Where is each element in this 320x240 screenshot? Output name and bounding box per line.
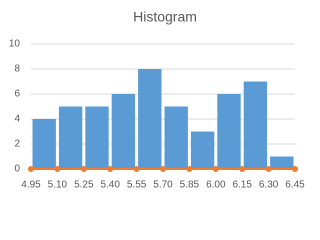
bar: [164, 106, 188, 169]
bar: [138, 69, 162, 169]
x-tick-label: 5.55: [127, 180, 147, 191]
bar: [217, 94, 241, 169]
overlay-marker: [54, 166, 61, 172]
bar: [190, 131, 215, 169]
x-tick-label: 6.15: [232, 180, 252, 191]
overlay-marker: [80, 166, 87, 172]
y-tick-label: 4: [14, 114, 20, 125]
overlay-marker: [265, 166, 272, 172]
bar: [111, 94, 136, 169]
x-tick-label: 5.10: [48, 180, 68, 191]
x-tick-label: 5.40: [100, 180, 120, 191]
bar: [85, 106, 109, 169]
bar: [243, 81, 268, 169]
y-tick-label: 2: [14, 139, 20, 150]
x-tick-label: 5.25: [74, 180, 94, 191]
x-tick-label: 4.95: [21, 180, 41, 191]
bar: [270, 156, 294, 169]
x-tick-label: 6.45: [285, 180, 305, 191]
overlay-marker: [186, 166, 193, 172]
x-tick-label: 6.30: [259, 180, 279, 191]
x-tick-label: 5.85: [180, 180, 200, 191]
bar: [32, 119, 56, 169]
chart-title: Histogram: [133, 9, 197, 25]
overlay-marker: [107, 166, 114, 172]
overlay-marker: [239, 166, 246, 172]
y-tick-label: 6: [14, 89, 20, 100]
overlay-marker: [133, 166, 140, 172]
y-tick-label: 0: [14, 164, 20, 175]
chart: Histogram 0 2 4 6 8 10 4.95 5.10 5.25 5.40 5.55 5.7…: [8, 8, 306, 191]
overlay-marker: [212, 166, 219, 172]
overlay-marker: [292, 166, 298, 172]
y-tick-label: 10: [9, 39, 21, 50]
x-tick-label: 5.70: [153, 180, 173, 191]
overlay-marker: [160, 166, 166, 172]
overlay-marker: [28, 166, 34, 172]
bar: [58, 106, 83, 169]
x-tick-label: 6.00: [206, 180, 226, 191]
y-tick-label: 8: [14, 64, 20, 75]
